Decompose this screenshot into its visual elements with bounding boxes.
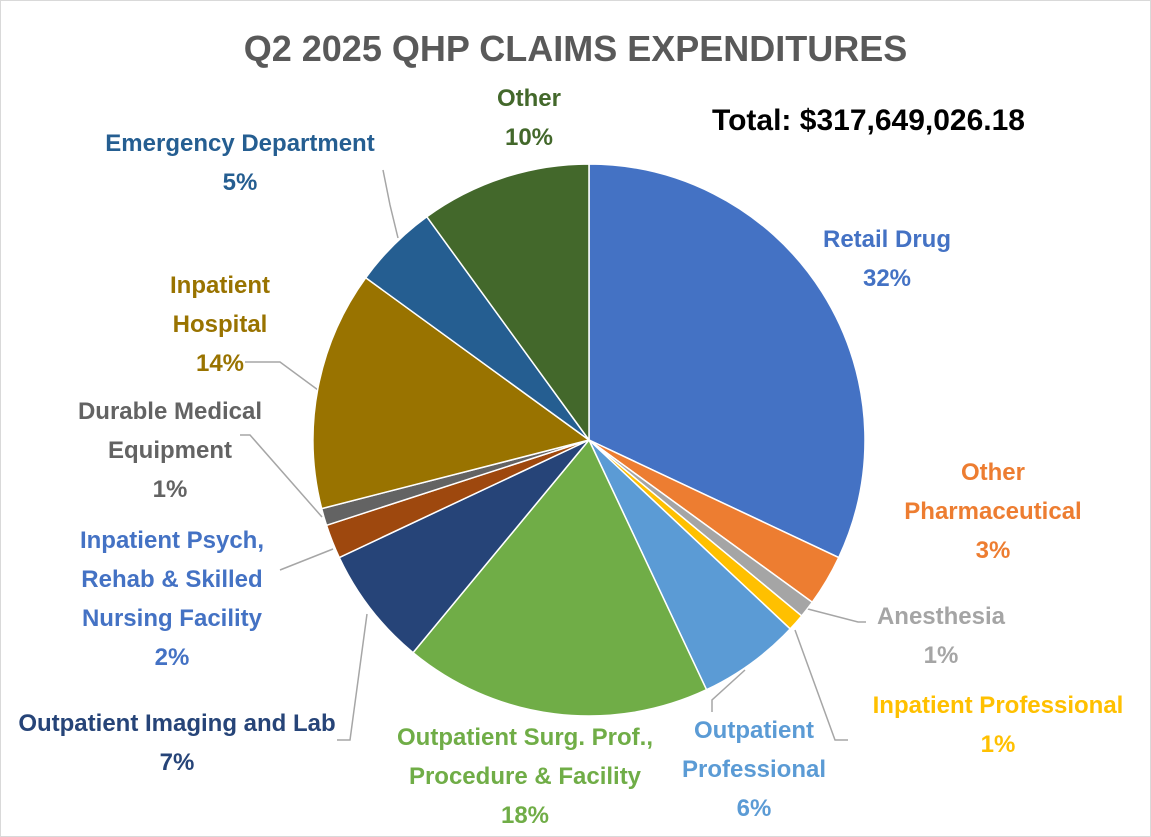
value-label: 18%: [500, 802, 550, 829]
category-label: Inpatient Professional: [872, 692, 1124, 719]
value-label: 32%: [862, 265, 912, 292]
leader-line: [794, 629, 848, 741]
category-label: Other: [496, 85, 561, 112]
pie-slice: [312, 276, 591, 510]
leader-line: [279, 548, 334, 571]
slice-label: Inpatient Hospital 14%: [150, 266, 290, 383]
slice-label: Other Pharmaceutical 3%: [883, 453, 1103, 570]
leader-line: [711, 669, 746, 712]
category-label: Retail Drug: [822, 226, 951, 253]
slice-label: Outpatient Imaging and Lab 7%: [12, 704, 342, 782]
pie-slice: [412, 438, 708, 717]
value-label: 7%: [159, 749, 195, 776]
category-label: Durable Medical Equipment: [77, 398, 263, 464]
slice-label: Inpatient Professional 1%: [848, 686, 1148, 764]
slice-label: Outpatient Professional 6%: [664, 711, 844, 828]
value-label: 14%: [195, 350, 245, 377]
value-label: 1%: [980, 731, 1016, 758]
category-label: Outpatient Professional: [681, 717, 827, 783]
slice-label: Emergency Department 5%: [70, 124, 410, 202]
annotation: Total: $317,649,026.18: [712, 104, 1025, 137]
pie-slice: [425, 163, 590, 443]
value-label: 3%: [975, 537, 1011, 564]
value-label: 10%: [504, 124, 554, 151]
value-label: 5%: [222, 169, 258, 196]
leader-line: [382, 169, 399, 239]
slice-label: Other 10%: [479, 79, 579, 157]
leader-line: [245, 361, 319, 391]
leader-line: [803, 607, 866, 623]
chart-title: Q2 2025 QHP CLAIMS EXPENDITURES: [243, 28, 908, 69]
slice-label: Durable Medical Equipment 1%: [55, 392, 285, 509]
slice-label: Retail Drug 32%: [802, 220, 972, 298]
leader-line: [337, 613, 368, 741]
category-label: Outpatient Imaging and Lab: [18, 710, 336, 737]
slice-label: Anesthesia 1%: [841, 597, 1041, 675]
value-label: 1%: [923, 642, 959, 669]
value-label: 6%: [736, 795, 772, 822]
category-label: Outpatient Surg. Prof., Procedure & Faci…: [397, 724, 653, 790]
category-label: Emergency Department: [105, 130, 375, 157]
value-label: 2%: [154, 644, 190, 671]
leader-line: [240, 434, 323, 518]
slice-label: Inpatient Psych, Rehab & Skilled Nursing…: [57, 521, 287, 677]
pie-slice: [588, 163, 866, 559]
category-label: Other Pharmaceutical: [904, 459, 1082, 525]
leader-lines: [240, 169, 866, 741]
category-label: Anesthesia: [876, 603, 1006, 630]
category-label: Inpatient Hospital: [170, 272, 270, 338]
value-label: 1%: [152, 476, 188, 503]
pie-slice: [338, 439, 590, 654]
slice-label: Outpatient Surg. Prof., Procedure & Faci…: [370, 718, 680, 835]
category-label: Inpatient Psych, Rehab & Skilled Nursing…: [79, 527, 265, 632]
